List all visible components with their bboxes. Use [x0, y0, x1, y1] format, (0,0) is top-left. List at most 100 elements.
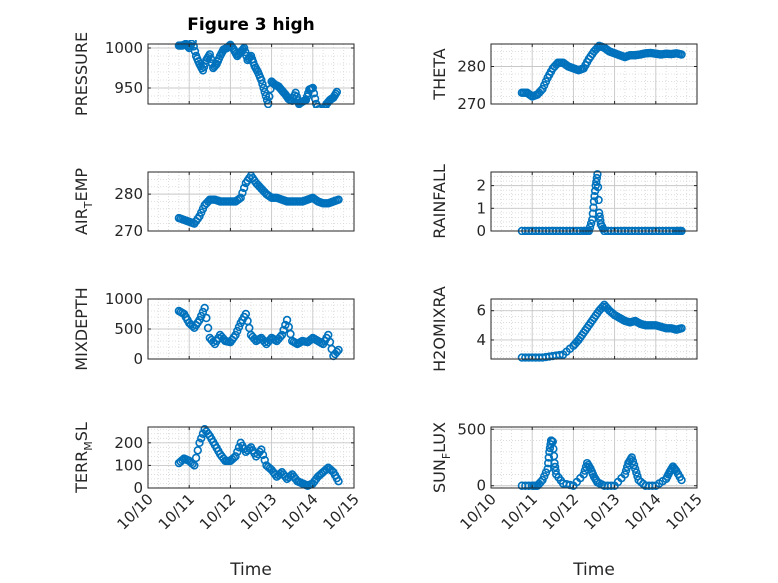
axes-box: [490, 43, 698, 105]
data-point: [677, 475, 686, 485]
data-point: [291, 88, 300, 98]
x-axis-label-left: Time: [229, 560, 272, 580]
y-tick-label: 1000: [105, 39, 143, 57]
data-point: [629, 460, 639, 470]
data-point: [197, 311, 206, 321]
x-axis-label-right: Time: [572, 560, 615, 580]
panel-terr-msl: 0100200TERRMSL10/1010/1110/1210/1310/141…: [72, 422, 363, 533]
x-tick-label: 10/10: [457, 490, 500, 533]
data-point: [334, 195, 343, 204]
x-tick-label: 10/12: [196, 490, 239, 533]
data-point: [233, 447, 242, 457]
data-point: [193, 446, 202, 455]
data-series: [174, 303, 343, 361]
data-point: [551, 466, 560, 475]
y-axis-label-h2omixra: H2OMIXRA: [430, 286, 449, 372]
data-point: [265, 92, 274, 101]
y-tick-label: 1000: [105, 290, 143, 308]
panel-rainfall: 0 1 2 RAINFALL: [430, 164, 698, 240]
data-point: [598, 302, 607, 312]
data-point: [205, 50, 215, 59]
x-tick-label: 10/15: [320, 490, 363, 533]
data-series: [174, 171, 343, 228]
panel-h2omixra: 4 6 H2OMIXRA: [430, 286, 698, 372]
y-tick-label: 270: [114, 222, 143, 240]
x-tick-label: 10/15: [663, 490, 706, 533]
data-point: [234, 322, 244, 332]
data-point: [189, 42, 198, 51]
axes-box: [490, 426, 698, 489]
data-point: [318, 107, 324, 108]
data-point: [198, 307, 208, 317]
data-point: [188, 459, 197, 469]
x-tick-label: 10/13: [237, 490, 280, 533]
data-point: [555, 350, 564, 360]
data-point: [292, 92, 301, 101]
data-point: [236, 193, 245, 203]
data-point: [334, 477, 343, 486]
axes-box: [147, 171, 355, 232]
data-point: [332, 347, 342, 357]
data-point: [586, 219, 596, 228]
data-point: [233, 326, 242, 336]
y-tick-label: 2: [476, 177, 486, 195]
data-point: [630, 464, 640, 473]
data-point: [231, 452, 240, 461]
x-tick-label: 10/14: [278, 490, 321, 533]
x-tick-label: 10/11: [498, 490, 541, 533]
y-axis-label-rainfall: RAINFALL: [430, 164, 449, 239]
data-point: [206, 54, 216, 64]
data-point: [632, 468, 641, 477]
data-point: [190, 46, 200, 56]
axes-box: [490, 171, 698, 232]
axes-box: [490, 298, 698, 360]
data-point: [231, 330, 240, 340]
data-point: [319, 106, 327, 108]
data-point: [595, 212, 604, 221]
data-series: [517, 41, 686, 101]
y-axis-label-air-temp: AIRTEMP: [72, 168, 95, 235]
data-point: [594, 208, 604, 218]
data-point: [550, 458, 559, 468]
data-point: [308, 83, 317, 93]
data-point: [258, 450, 268, 460]
x-tick-label: 10/11: [155, 490, 198, 533]
data-point: [628, 457, 638, 466]
data-point: [314, 105, 323, 108]
data-point: [334, 345, 343, 355]
data-point: [592, 177, 601, 187]
y-tick-label: 280: [457, 58, 486, 76]
y-tick-label: 0: [476, 222, 486, 240]
y-tick-label: 0: [133, 479, 143, 497]
data-point: [238, 188, 247, 198]
data-point: [309, 89, 319, 98]
data-point: [261, 91, 271, 101]
data-point: [593, 170, 602, 179]
data-point: [260, 337, 269, 347]
data-point: [322, 464, 331, 474]
data-point: [543, 464, 552, 473]
y-tick-label: 500: [457, 420, 486, 438]
data-point: [620, 470, 630, 479]
data-point: [257, 75, 266, 85]
data-point: [318, 106, 325, 108]
data-point: [188, 40, 197, 46]
data-point: [594, 195, 603, 205]
axes-box: [147, 43, 355, 105]
panel-air-temp: 270 280 AIRTEMP: [72, 168, 355, 240]
data-point: [544, 453, 553, 462]
y-axis-label-theta: THETA: [430, 48, 449, 100]
data-series: [174, 425, 343, 490]
y-tick-label: 270: [457, 95, 486, 113]
data-point: [229, 453, 239, 463]
y-tick-label: 950: [114, 79, 143, 97]
data-point: [203, 323, 213, 333]
data-point: [277, 330, 287, 340]
y-tick-label: 0: [476, 477, 486, 495]
y-axis-label-terr-msl: TERRMSL: [72, 422, 95, 494]
panel-mixdepth: 0 500 1000 MIXDEPTH: [72, 287, 355, 371]
panel-sun-flux: 0 500SUNFLUX10/1010/1110/1210/1310/1410/1…: [430, 420, 706, 533]
chart-title: Figure 3 high: [187, 15, 315, 35]
y-axis-label-pressure: PRESSURE: [72, 32, 91, 116]
